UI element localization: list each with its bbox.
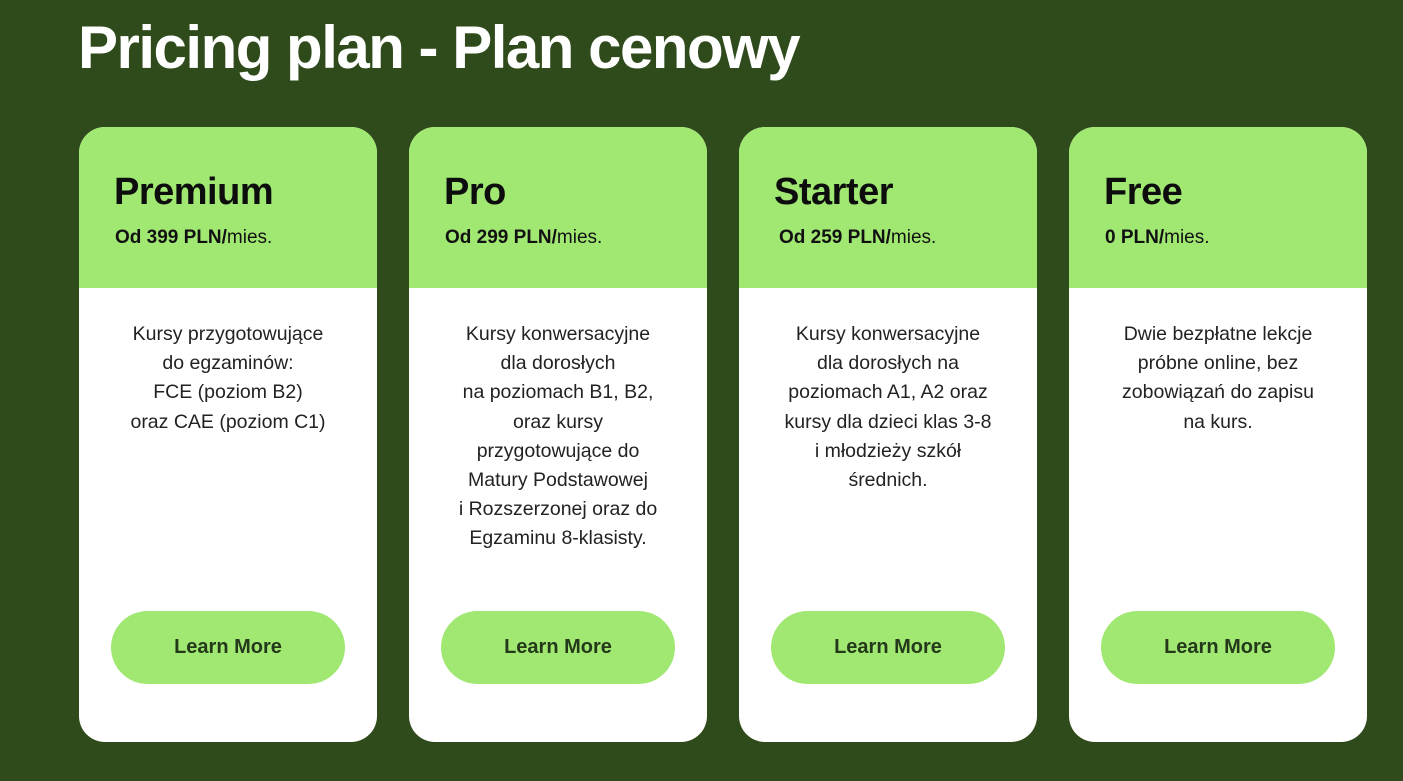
plan-card-header: Pro Od 299 PLN/mies. bbox=[409, 127, 707, 288]
plan-description: Dwie bezpłatne lekcje próbne online, bez… bbox=[1087, 320, 1349, 437]
plan-description-line: na kurs. bbox=[1183, 410, 1253, 433]
plan-description: Kursy konwersacyjne dla dorosłych na poz… bbox=[757, 320, 1019, 495]
plan-price: Od 399 PLN/mies. bbox=[115, 225, 272, 251]
plan-description-line: poziomach A1, A2 oraz bbox=[788, 381, 988, 404]
plan-card-header: Premium Od 399 PLN/mies. bbox=[79, 127, 377, 288]
plan-description-line: przygotowujące do bbox=[476, 439, 640, 462]
plan-description-line: oraz CAE (poziom C1) bbox=[130, 410, 326, 433]
plan-price-amount: 0 PLN/ bbox=[1105, 227, 1165, 248]
plan-description-line: Dwie bezpłatne lekcje bbox=[1123, 323, 1313, 345]
plan-card-free: Free 0 PLN/mies. Dwie bezpłatne lekcje p… bbox=[1069, 127, 1367, 742]
plan-name: Pro bbox=[444, 171, 506, 213]
plan-name: Premium bbox=[114, 171, 274, 213]
plan-price-unit: mies. bbox=[556, 227, 603, 248]
plan-description-line: oraz kursy bbox=[513, 410, 603, 433]
plan-card-premium: Premium Od 399 PLN/mies. Kursy przygotow… bbox=[79, 127, 377, 742]
plan-description-line: Matury Podstawowej bbox=[468, 469, 648, 492]
plan-description-line: na poziomach B1, B2, bbox=[462, 381, 654, 404]
plan-description-line: dla dorosłych na bbox=[816, 352, 959, 375]
plan-price-amount: Od 399 PLN/ bbox=[115, 227, 227, 248]
learn-more-button-free[interactable]: Learn More bbox=[1101, 611, 1335, 684]
plan-card-pro: Pro Od 299 PLN/mies. Kursy konwersacyjne… bbox=[409, 127, 707, 742]
learn-more-button-pro[interactable]: Learn More bbox=[441, 611, 675, 684]
plan-description-line: do egzaminów: bbox=[162, 352, 294, 375]
plan-price: Od 299 PLN/mies. bbox=[445, 225, 602, 251]
plan-price-amount: Od 259 PLN/ bbox=[779, 227, 891, 248]
plan-description-line: zobowiązań do zapisu bbox=[1122, 381, 1314, 404]
plan-description-line: średnich. bbox=[848, 469, 928, 492]
plan-card-header: Free 0 PLN/mies. bbox=[1069, 127, 1367, 288]
plan-price-unit: mies. bbox=[890, 227, 937, 248]
plan-card-header: Starter Od 259 PLN/mies. bbox=[739, 127, 1037, 288]
plan-price: 0 PLN/mies. bbox=[1105, 225, 1210, 251]
plan-card-starter: Starter Od 259 PLN/mies. Kursy konwersac… bbox=[739, 127, 1037, 742]
plan-description-line: i Rozszerzonej oraz do bbox=[458, 498, 658, 521]
plan-description-line: Kursy przygotowujące bbox=[132, 323, 324, 345]
plan-description-line: Kursy konwersacyjne bbox=[465, 323, 651, 345]
plan-name: Starter bbox=[774, 171, 894, 213]
plan-description-line: Kursy konwersacyjne bbox=[795, 323, 981, 345]
plan-description-line: i młodzieży szkół bbox=[814, 439, 962, 462]
page-title: Pricing plan - Plan cenowy bbox=[78, 14, 801, 81]
learn-more-button-starter[interactable]: Learn More bbox=[771, 611, 1005, 684]
plan-name: Free bbox=[1104, 171, 1183, 213]
plan-description-line: dla dorosłych bbox=[500, 352, 616, 375]
plan-description: Kursy konwersacyjne dla dorosłych na poz… bbox=[427, 320, 689, 554]
plan-price-unit: mies. bbox=[1164, 227, 1210, 248]
plan-description-line: kursy dla dzieci klas 3-8 bbox=[784, 410, 992, 433]
plan-description-line: Egzaminu 8-klasisty. bbox=[469, 527, 647, 550]
plan-description-line: FCE (poziom B2) bbox=[153, 381, 303, 404]
learn-more-button-premium[interactable]: Learn More bbox=[111, 611, 345, 684]
plan-price: Od 259 PLN/mies. bbox=[779, 225, 936, 251]
plan-price-unit: mies. bbox=[226, 227, 273, 248]
plan-description-line: próbne online, bez bbox=[1137, 352, 1299, 375]
plan-price-amount: Od 299 PLN/ bbox=[445, 227, 557, 248]
plan-description: Kursy przygotowujące do egzaminów: FCE (… bbox=[97, 320, 359, 437]
